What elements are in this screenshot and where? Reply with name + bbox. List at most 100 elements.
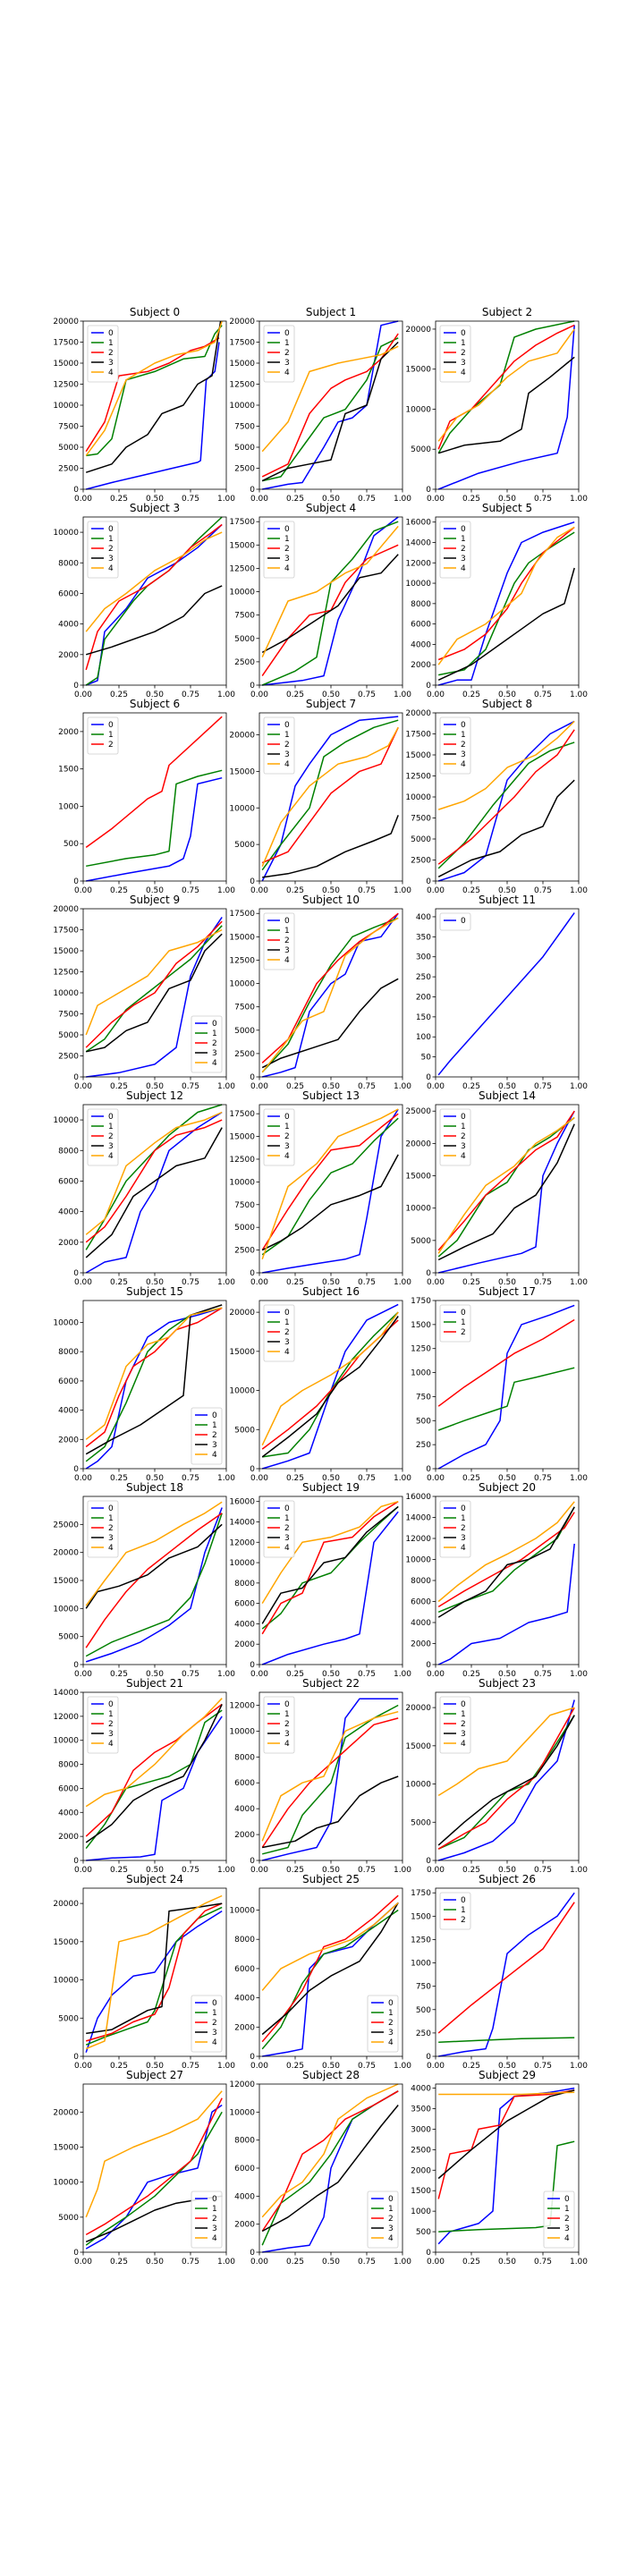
y-tick-label: 150 <box>416 1013 431 1022</box>
y-tick-label: 15000 <box>405 751 431 760</box>
y-tick-label: 5000 <box>234 841 255 850</box>
x-tick-label: 0.75 <box>358 2258 376 2267</box>
y-tick-label: 8000 <box>58 1147 79 1156</box>
y-tick-label: 7500 <box>411 815 431 824</box>
series-line-1 <box>85 1709 223 1850</box>
y-tick-label: 2500 <box>411 857 431 866</box>
y-tick-label: 5000 <box>58 444 79 453</box>
series-line-2 <box>261 1501 399 1635</box>
legend-label-1: 1 <box>284 927 290 936</box>
legend-label-0: 0 <box>108 329 114 338</box>
y-tick-label: 4000 <box>411 1619 431 1628</box>
x-tick-label: 0.25 <box>110 886 128 895</box>
x-tick-label: 0.25 <box>462 691 480 699</box>
legend-label-2: 2 <box>461 1720 466 1729</box>
x-tick-label: 1.00 <box>394 1278 411 1287</box>
x-tick-label: 0.00 <box>74 1082 92 1091</box>
series-line-2 <box>85 716 223 849</box>
x-tick-label: 0.00 <box>427 1474 445 1483</box>
x-tick-label: 1.00 <box>217 2062 235 2071</box>
legend-box <box>87 521 119 579</box>
subplot-16: Subject 16 0.00 0.25 0.50 0.75 1.00 0 5000 10000… <box>229 1285 411 1483</box>
legend-label-2: 2 <box>284 1328 290 1337</box>
x-tick-label: 1.00 <box>570 1474 588 1483</box>
series-line-0 <box>438 521 575 686</box>
y-tick-label: 1750 <box>411 1297 431 1306</box>
series-line-1 <box>437 320 575 454</box>
legend-label-1: 1 <box>284 1318 290 1327</box>
legend-label-0: 0 <box>388 1999 394 2008</box>
legend-label-1: 1 <box>461 731 466 740</box>
y-tick-label: 6000 <box>58 1784 79 1793</box>
x-tick-label: 0.25 <box>110 2258 128 2267</box>
x-tick-label: 0.00 <box>427 2062 445 2071</box>
y-tick-label: 1000 <box>411 1369 431 1378</box>
y-tick-label: 15000 <box>53 947 79 956</box>
legend-label-4: 4 <box>108 564 114 573</box>
legend-box <box>191 1995 223 2053</box>
y-tick-label: 15000 <box>229 1348 255 1357</box>
x-tick-label: 0.75 <box>182 2062 199 2071</box>
y-tick-label: 8000 <box>58 559 79 568</box>
legend-label-4: 4 <box>388 2234 394 2243</box>
y-tick-label: 200 <box>416 993 431 1002</box>
y-tick-label: 2500 <box>234 658 255 667</box>
y-tick-label: 0 <box>426 2053 431 2062</box>
y-tick-label: 8000 <box>234 1936 255 1945</box>
y-tick-label: 0 <box>426 1661 431 1670</box>
y-tick-label: 17500 <box>229 1110 255 1119</box>
y-tick-label: 0 <box>250 1661 255 1670</box>
legend-label-3: 3 <box>388 2029 394 2038</box>
series-line-4 <box>85 1111 223 1235</box>
series-line-3 <box>261 978 399 1069</box>
legend-label-1: 1 <box>108 1123 114 1131</box>
x-tick-label: 1.00 <box>217 2258 235 2267</box>
legend-label-0: 0 <box>108 525 114 534</box>
subplot-title: Subject 27 <box>126 2069 183 2081</box>
y-tick-label: 1500 <box>411 1912 431 1921</box>
legend-label-2: 2 <box>108 741 114 750</box>
legend-label-0: 0 <box>284 1309 290 1318</box>
legend-box <box>263 521 295 579</box>
x-tick-label: 1.00 <box>570 495 588 504</box>
x-tick-label: 0.75 <box>534 2258 552 2267</box>
subplot-6: Subject 6 0.00 0.25 0.50 0.75 1.00 0 500 1000 150… <box>58 698 235 895</box>
legend-label-1: 1 <box>461 339 466 348</box>
y-tick-label: 4000 <box>58 621 79 630</box>
x-tick-label: 1.00 <box>394 691 411 699</box>
legend-label-4: 4 <box>461 1740 466 1749</box>
series-line-1 <box>438 2140 575 2233</box>
y-tick-label: 12500 <box>229 956 255 965</box>
subplot-title: Subject 14 <box>479 1089 536 1102</box>
y-tick-label: 4000 <box>234 2192 255 2201</box>
legend-label-2: 2 <box>284 1720 290 1729</box>
y-tick-label: 12500 <box>229 1156 255 1165</box>
legend-box <box>87 1696 119 1754</box>
x-tick-label: 1.00 <box>217 886 235 895</box>
series-line-2 <box>437 1318 575 1407</box>
y-tick-label: 15000 <box>53 1938 79 1947</box>
series-line-2 <box>437 1707 575 1850</box>
y-tick-label: 2500 <box>234 1050 255 1059</box>
legend-label-2: 2 <box>461 1132 466 1141</box>
y-tick-label: 6000 <box>58 589 79 598</box>
series-line-1 <box>86 769 223 868</box>
legend-label-0: 0 <box>461 329 466 338</box>
subplot-19: Subject 19 0.00 0.25 0.50 0.75 1.00 0 2000 4000 6… <box>229 1481 411 1679</box>
x-tick-label: 0.00 <box>250 2062 268 2071</box>
x-tick-label: 0.50 <box>146 691 164 699</box>
subplot-4: Subject 4 0.00 0.25 0.50 0.75 1.00 0 2500 5000 75… <box>229 502 411 699</box>
y-tick-label: 8000 <box>411 1577 431 1586</box>
legend-label-4: 4 <box>212 2038 217 2047</box>
y-tick-label: 1250 <box>411 1345 431 1354</box>
series-line-1 <box>85 2111 223 2246</box>
subplot-title: Subject 9 <box>130 894 180 906</box>
legend-label-3: 3 <box>212 2029 217 2038</box>
x-tick-label: 0.00 <box>427 495 445 504</box>
y-tick-label: 10000 <box>229 980 255 989</box>
x-tick-label: 0.00 <box>74 1474 92 1483</box>
subplot-28: Subject 28 0.00 0.25 0.50 0.75 1.00 0 2000 4000 6… <box>229 2069 411 2267</box>
y-tick-label: 500 <box>64 840 79 849</box>
series-line-0 <box>262 912 399 1078</box>
